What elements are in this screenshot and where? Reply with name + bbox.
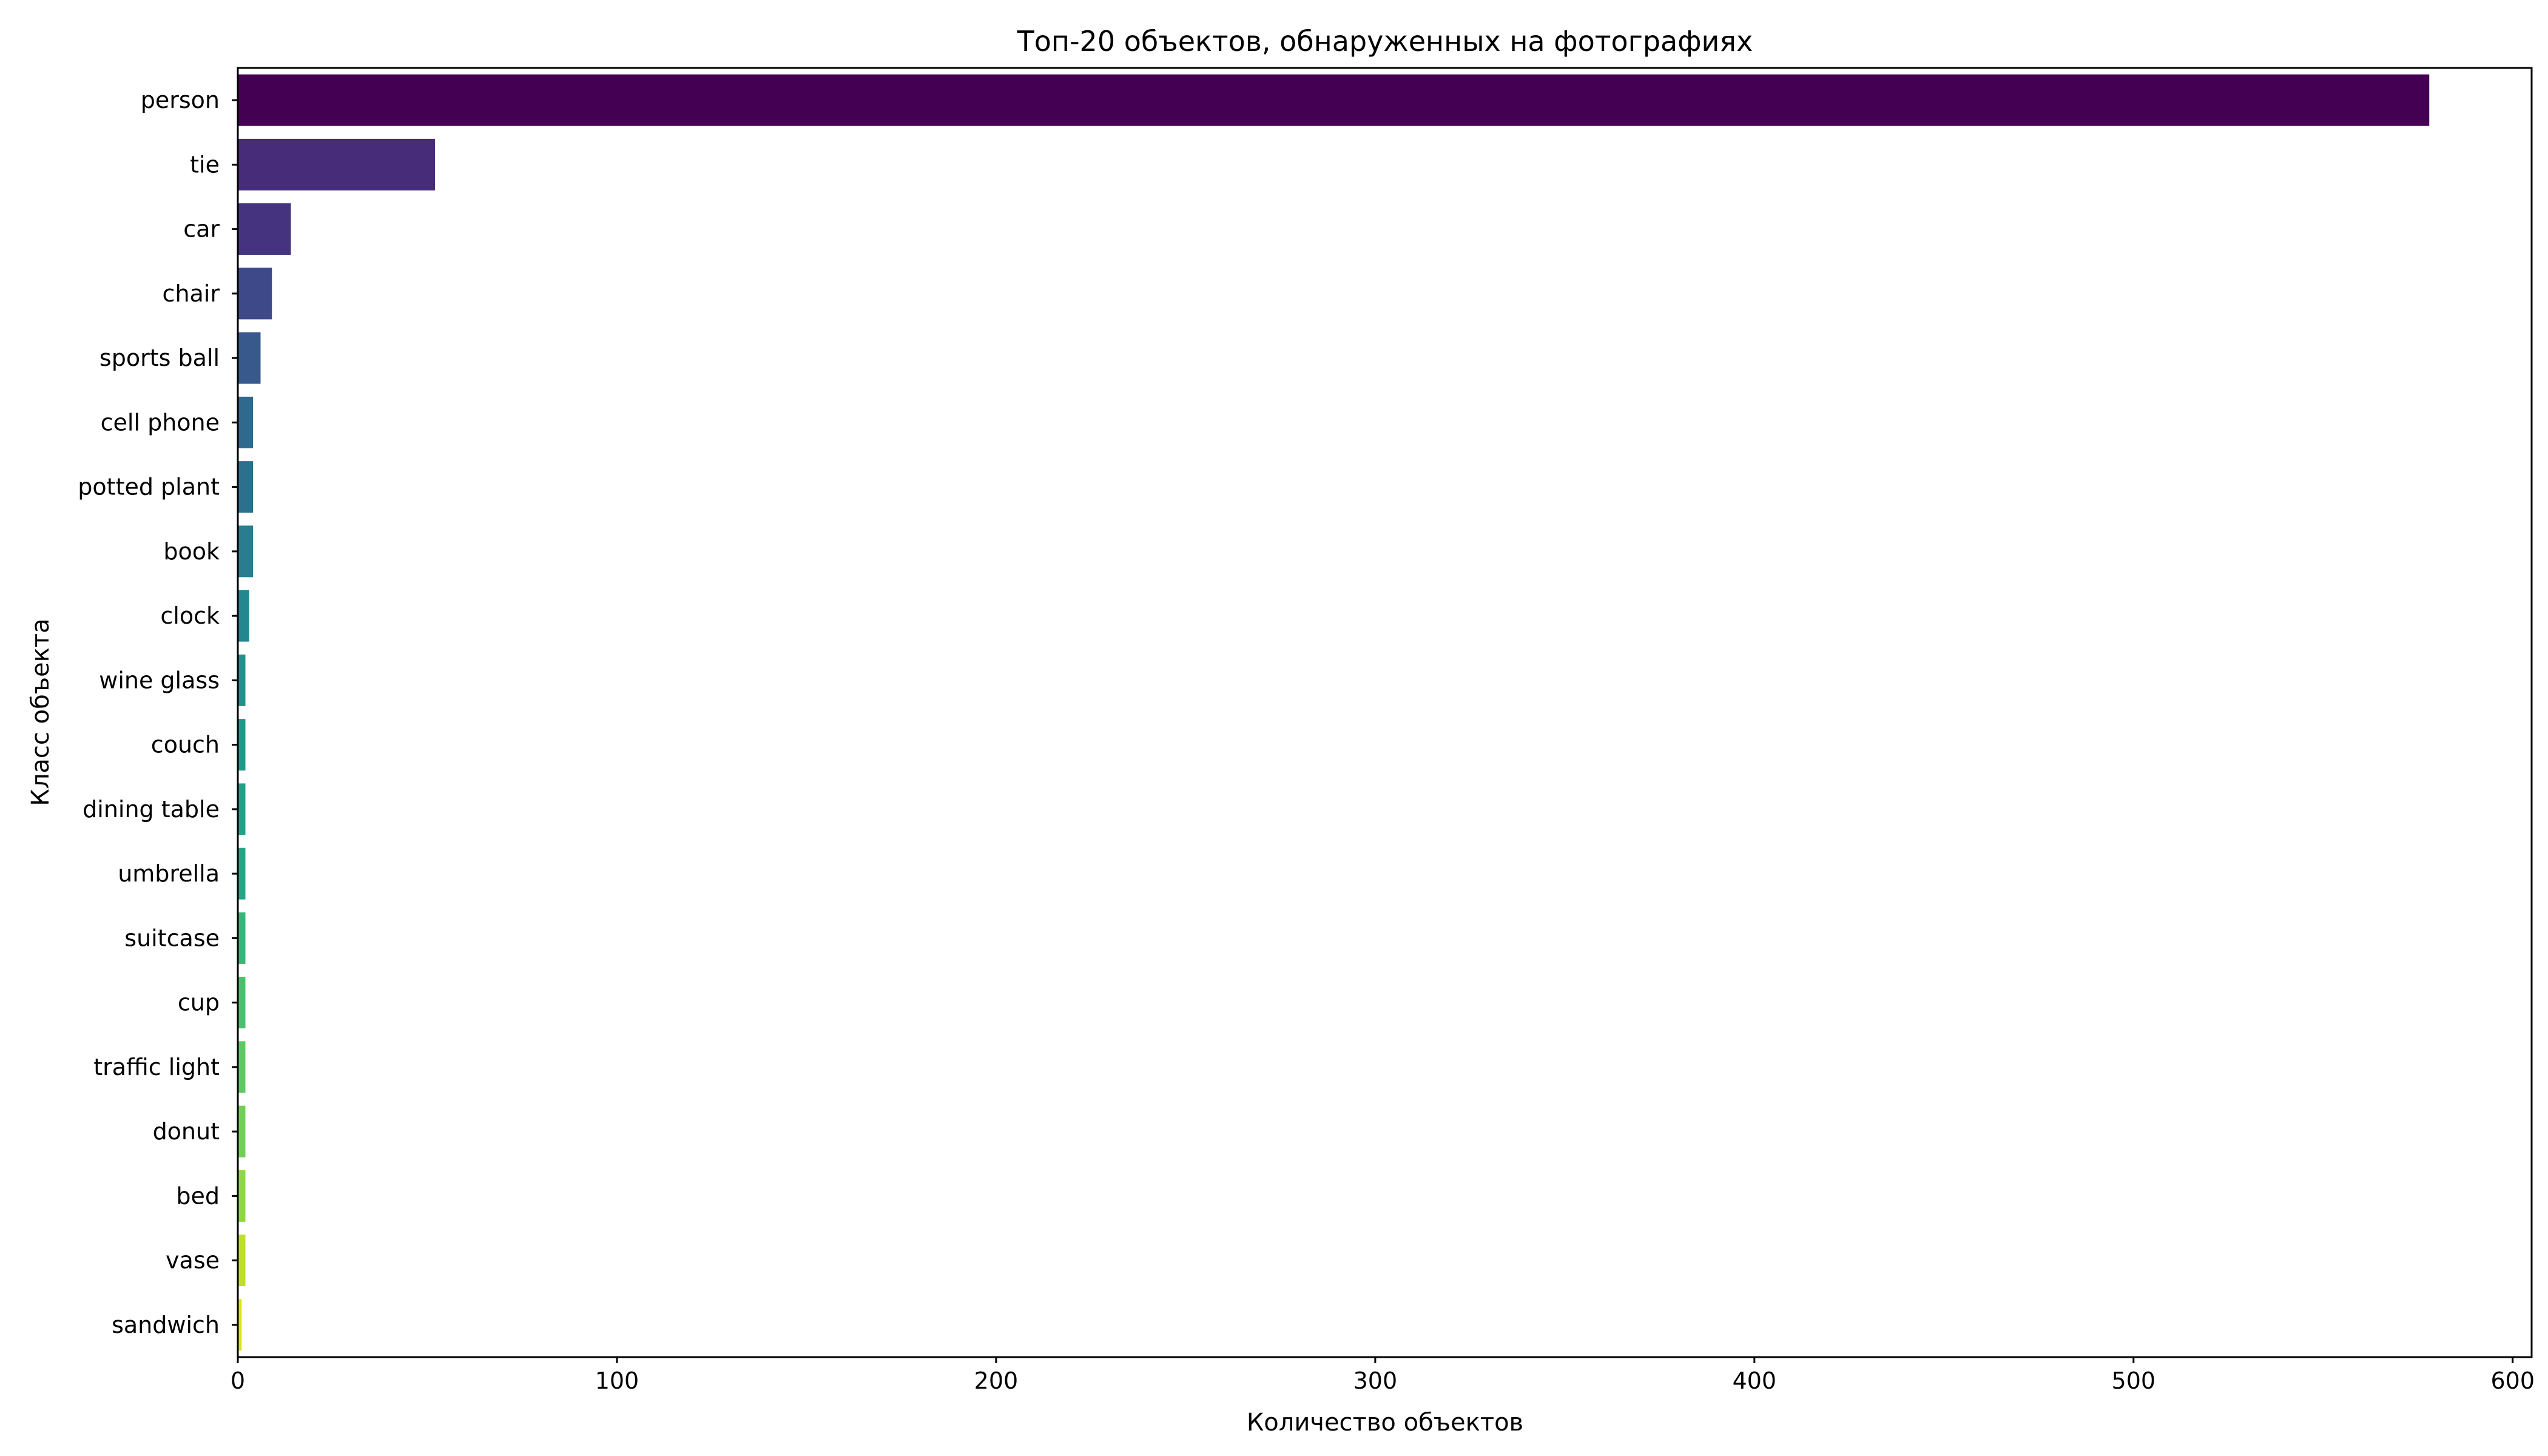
bar-book	[238, 525, 253, 578]
x-tick-label: 600	[2490, 1367, 2535, 1394]
bars-layer	[238, 74, 2430, 1351]
y-tick-label: traffic light	[93, 1054, 220, 1080]
y-tick-label: sports ball	[99, 345, 220, 371]
bar-sports-ball	[238, 332, 261, 384]
y-tick-label: cell phone	[101, 409, 220, 436]
bar-donut	[238, 1105, 246, 1158]
y-tick-label: vase	[166, 1247, 220, 1274]
y-tick-label: chair	[163, 280, 220, 307]
bar-cup	[238, 977, 246, 1029]
y-tick-label: bed	[176, 1182, 220, 1209]
x-tick-label: 300	[1353, 1367, 1398, 1394]
bar-car	[238, 203, 291, 255]
y-tick-label: potted plant	[78, 474, 220, 500]
y-tick-label: suitcase	[124, 925, 220, 951]
y-tick-label: book	[163, 538, 220, 565]
x-axis-label: Количество объектов	[1247, 1409, 1523, 1437]
x-tick-label: 0	[231, 1367, 245, 1394]
bar-wine-glass	[238, 654, 246, 706]
bar-potted-plant	[238, 461, 253, 513]
y-tick-label: sandwich	[112, 1312, 220, 1338]
y-tick-label: person	[141, 87, 220, 113]
bar-person	[238, 74, 2430, 126]
bar-tie	[238, 138, 435, 190]
x-tick-label: 500	[2112, 1367, 2156, 1394]
y-tick-label: dining table	[83, 796, 220, 823]
y-axis-label: Класс объекта	[27, 618, 55, 806]
y-tick-label: cup	[178, 989, 220, 1016]
bar-cell-phone	[238, 396, 253, 448]
y-axis-ticks: person tie car chair sports ball cell phone po…	[78, 87, 238, 1338]
x-tick-label: 100	[595, 1367, 639, 1394]
y-tick-label: car	[183, 216, 220, 243]
bar-vase	[238, 1235, 246, 1287]
y-tick-label: clock	[160, 602, 220, 629]
bar-umbrella	[238, 848, 246, 900]
bar-clock	[238, 590, 249, 642]
x-tick-label: 200	[974, 1367, 1019, 1394]
bar-suitcase	[238, 912, 246, 964]
bar-chair	[238, 268, 272, 320]
bar-traffic-light	[238, 1041, 246, 1093]
y-tick-label: donut	[153, 1118, 220, 1145]
x-axis-ticks: 0 100 200 300 400 500 600	[231, 1357, 2535, 1394]
bar-bed	[238, 1170, 246, 1222]
bar-couch	[238, 719, 246, 771]
bar-sandwich	[238, 1299, 242, 1351]
y-tick-label: couch	[151, 732, 220, 758]
plot-frame	[237, 67, 2533, 1358]
x-tick-label: 400	[1733, 1367, 1777, 1394]
bar-dining-table	[238, 783, 246, 835]
y-tick-label: umbrella	[118, 860, 220, 887]
chart-title: Топ-20 объектов, обнаруженных на фотогра…	[1017, 25, 1753, 58]
y-tick-label: tie	[190, 151, 220, 178]
y-tick-label: wine glass	[99, 667, 220, 693]
